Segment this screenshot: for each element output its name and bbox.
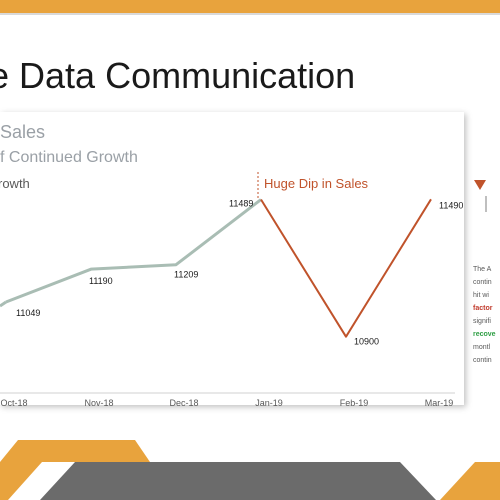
annotation-growth: rowth	[0, 176, 30, 191]
series-line-growth	[5, 198, 262, 304]
side-marker-bar	[485, 196, 487, 212]
side-triangle-icon	[474, 180, 486, 190]
data-labels: 11049 11190 11209 11489 10900 11490	[16, 199, 463, 347]
bottom-decoration	[0, 440, 500, 500]
chart-title: Sales	[0, 122, 46, 142]
side-note-line: contin	[473, 357, 492, 364]
series-line-growth-lead	[0, 300, 7, 308]
x-tick-feb-19: Feb-19	[340, 398, 369, 408]
data-label-oct-18: 11049	[16, 308, 40, 318]
x-tick-oct-18: Oct-18	[0, 398, 27, 408]
side-note-line: signifi	[473, 318, 491, 325]
side-note-line: The A	[473, 266, 492, 273]
data-label-feb-19: 10900	[354, 337, 379, 347]
series-line-dip	[260, 198, 432, 338]
annotation-dip: Huge Dip in Sales	[264, 176, 369, 191]
top-accent-divider	[0, 13, 500, 15]
x-tick-labels: Oct-18 Nov-18 Dec-18 Jan-19 Feb-19 Mar-19	[0, 398, 453, 408]
top-accent-bar	[0, 0, 500, 13]
data-label-nov-18: 11190	[89, 276, 113, 286]
slide-title: e Data Communication	[0, 52, 500, 100]
x-tick-dec-18: Dec-18	[169, 398, 198, 408]
series-lines	[0, 198, 432, 338]
side-note-line: hit wi	[473, 292, 489, 299]
side-note-line: recove	[473, 331, 496, 338]
data-label-mar-19: 11490	[439, 200, 463, 210]
side-note-line: contin	[473, 279, 492, 286]
data-label-dec-18: 11209	[174, 270, 198, 280]
side-note: The A contin hit wi factor signifi recov…	[473, 263, 500, 367]
data-label-jan-19: 11489	[229, 199, 253, 209]
x-tick-nov-18: Nov-18	[84, 398, 113, 408]
x-tick-mar-19: Mar-19	[425, 398, 454, 408]
slide-title-text: e Data Communication	[0, 55, 356, 96]
x-tick-jan-19: Jan-19	[255, 398, 283, 408]
side-note-line: montl	[473, 344, 491, 351]
side-note-line: factor	[473, 305, 493, 312]
chart-panel	[0, 112, 464, 405]
chart-subtitle: f Continued Growth	[0, 149, 138, 166]
